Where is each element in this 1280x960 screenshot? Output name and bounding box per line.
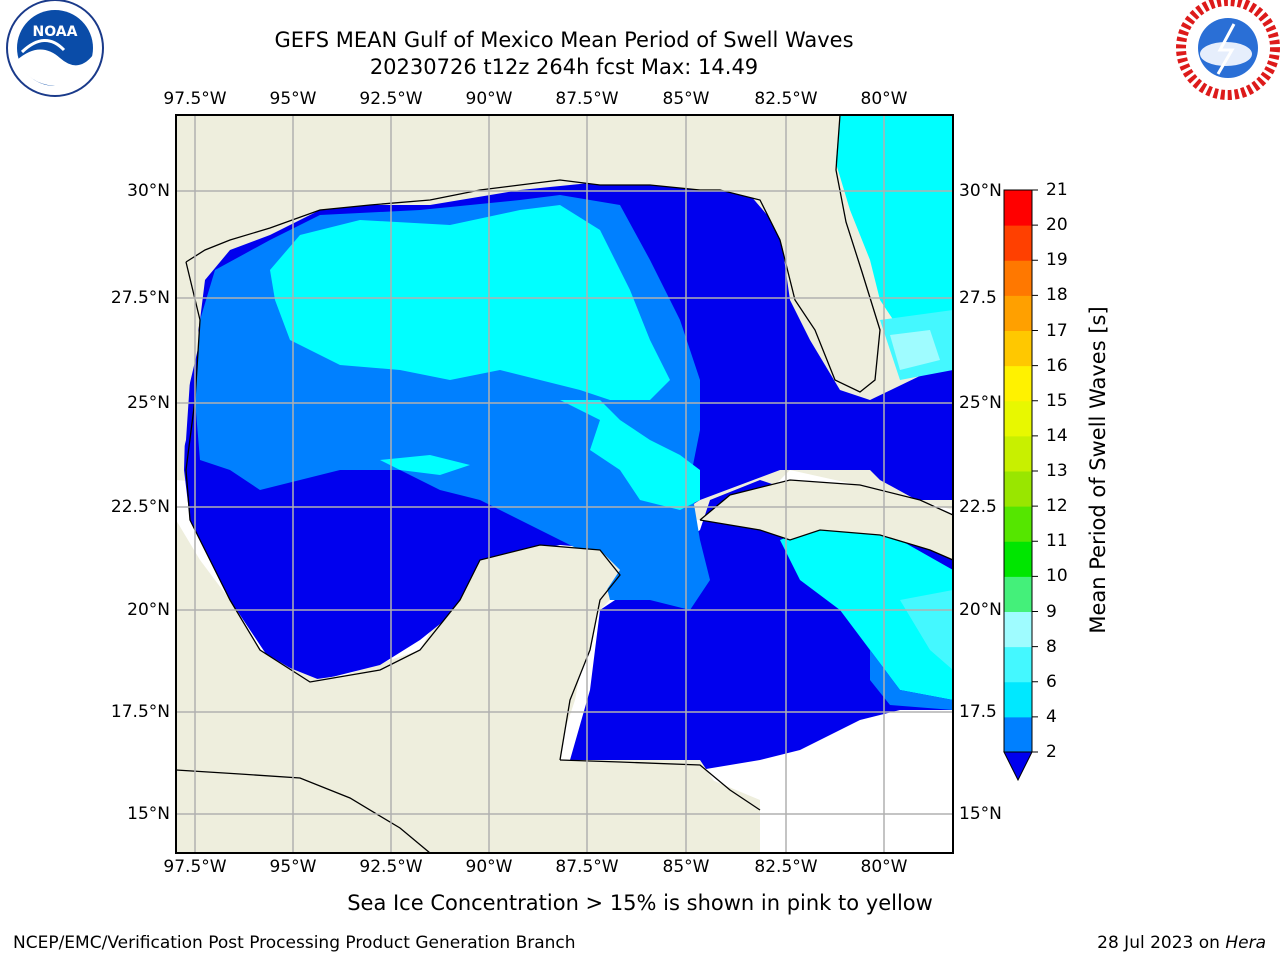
lat-tick-left: 17.5°N — [110, 702, 170, 722]
lon-tick-top: 85°W — [662, 89, 710, 109]
map-title: GEFS MEAN Gulf of Mexico Mean Period of … — [274, 28, 854, 52]
lon-tick-top: 92.5°W — [359, 89, 423, 109]
colorbar-label: Mean Period of Swell Waves [s] — [1086, 306, 1110, 634]
colorbar-segment — [1004, 541, 1032, 577]
gulf-coastline — [185, 115, 881, 393]
colorbar-tick-label: 19 — [1046, 250, 1068, 271]
colorbar-segment — [1004, 260, 1032, 296]
colorbar-segment — [1004, 681, 1032, 718]
sea-ice-footnote: Sea Ice Concentration > 15% is shown in … — [347, 891, 933, 915]
colorbar-tick-label: 12 — [1046, 496, 1068, 517]
lon-tick-bottom: 95°W — [269, 857, 317, 877]
lon-tick-bottom: 87.5°W — [555, 857, 619, 877]
nws-logo — [1176, 0, 1280, 100]
cuba-land — [700, 480, 953, 560]
lat-tick-left: 22.5°N — [110, 497, 170, 517]
lat-tick-right: 17.5 — [959, 702, 997, 722]
colorbar-tick-label: 2 — [1046, 742, 1057, 762]
lon-tick-bottom: 85°W — [662, 857, 710, 877]
lon-tick-top: 80°W — [860, 89, 908, 109]
lon-tick-top: 82.5°W — [754, 89, 818, 109]
colorbar-segment — [1004, 646, 1032, 683]
noaa-logo: NOAA — [6, 0, 104, 97]
lat-tick-right: 27.5 — [959, 288, 997, 308]
colorbar-segment — [1004, 576, 1032, 612]
lat-tick-right: 30°N — [959, 181, 1002, 201]
colorbar — [1003, 189, 1038, 782]
lon-tick-bottom: 90°W — [465, 857, 513, 877]
colorbar-segment — [1004, 611, 1032, 648]
credit-date-text: 28 Jul 2023 on — [1097, 933, 1226, 953]
colorbar-tick-label: 9 — [1046, 601, 1057, 622]
colorbar-tick-label: 18 — [1046, 285, 1068, 306]
colorbar-segment — [1004, 506, 1032, 542]
lat-tick-left: 27.5°N — [110, 288, 170, 308]
noaa-logo-text: NOAA — [33, 24, 78, 40]
lon-tick-bottom: 97.5°W — [163, 857, 227, 877]
graticule — [176, 115, 953, 853]
colorbar-segment — [1004, 190, 1032, 226]
lon-tick-top: 97.5°W — [163, 89, 227, 109]
colorbar-segment — [1004, 716, 1032, 753]
colorbar-segment — [1004, 330, 1032, 367]
colorbar-tick-label: 17 — [1046, 320, 1068, 341]
credit-machine: Hera — [1225, 933, 1266, 953]
lon-tick-top: 95°W — [269, 89, 317, 109]
map-subtitle: 20230726 t12z 264h fcst Max: 14.49 — [369, 55, 759, 79]
credit-date: 28 Jul 2023 on Hera — [1097, 933, 1266, 953]
colorbar-segment — [1004, 295, 1032, 331]
map-frame — [175, 114, 954, 854]
lon-tick-bottom: 92.5°W — [359, 857, 423, 877]
lat-tick-right: 20°N — [959, 600, 1002, 620]
lat-tick-right: 22.5 — [959, 497, 997, 517]
colorbar-tick-label: 8 — [1046, 636, 1057, 657]
lat-tick-left: 20°N — [127, 600, 170, 620]
lat-tick-left: 30°N — [127, 181, 170, 201]
lon-tick-top: 90°W — [465, 89, 513, 109]
colorbar-tick-label: 21 — [1046, 180, 1068, 200]
colorbar-tick-label: 20 — [1046, 215, 1068, 236]
colorbar-tick-label: 4 — [1046, 706, 1057, 727]
colorbar-tick-label: 15 — [1046, 390, 1068, 411]
colorbar-tick-label: 6 — [1046, 671, 1057, 692]
lat-tick-right: 15°N — [959, 804, 1002, 824]
credit-branch: NCEP/EMC/Verification Post Processing Pr… — [13, 933, 576, 953]
atlantic-water-6-8s — [835, 115, 953, 340]
colorbar-tick-label: 11 — [1046, 531, 1068, 552]
lon-tick-bottom: 82.5°W — [754, 857, 818, 877]
gulf-water-6-8s — [270, 205, 670, 400]
colorbar-segment — [1004, 365, 1032, 402]
lat-tick-left: 15°N — [127, 804, 170, 824]
colorbar-tick-label: 16 — [1046, 355, 1068, 376]
colorbar-segment — [1004, 400, 1032, 437]
lat-tick-right: 25°N — [959, 393, 1002, 413]
lon-tick-top: 87.5°W — [555, 89, 619, 109]
colorbar-extend-arrow — [1003, 751, 1033, 782]
colorbar-tick-label: 10 — [1046, 566, 1068, 587]
colorbar-segment — [1004, 225, 1032, 261]
lat-tick-left: 25°N — [127, 393, 170, 413]
colorbar-segment — [1004, 471, 1032, 507]
colorbar-segment — [1004, 435, 1032, 472]
colorbar-tick-label: 13 — [1046, 461, 1068, 481]
map-area — [176, 115, 953, 853]
lon-tick-bottom: 80°W — [860, 857, 908, 877]
colorbar-tick-label: 14 — [1046, 425, 1068, 446]
